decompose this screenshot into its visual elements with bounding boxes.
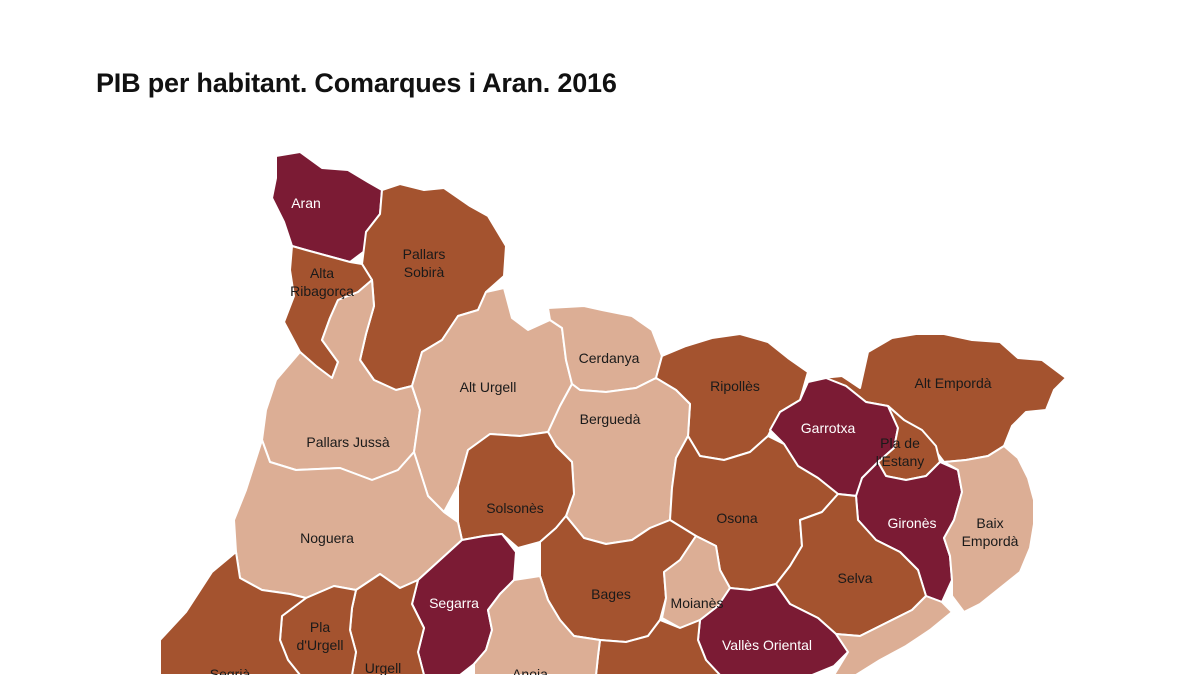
region-label-noguera: Noguera bbox=[300, 530, 354, 546]
region-anoia bbox=[473, 575, 601, 675]
region-label-pallars-jussa: Pallars Jussà bbox=[306, 434, 389, 450]
region-label-aran: Aran bbox=[291, 195, 321, 211]
region-label-line: Sobirà bbox=[404, 264, 445, 280]
region-label-line: Cerdanya bbox=[579, 350, 640, 366]
region-label-cerdanya: Cerdanya bbox=[579, 350, 640, 366]
region-label-baix-emporda: Baix Empordà bbox=[962, 515, 1019, 549]
region-label-line: Noguera bbox=[300, 530, 354, 546]
region-label-line: Bages bbox=[591, 586, 631, 602]
region-label-line: Baix bbox=[976, 515, 1003, 531]
region-label-alta-ribagorca: Alta Ribagorça bbox=[290, 265, 354, 299]
region-label-line: Pallars Jussà bbox=[306, 434, 389, 450]
region-label-pla-durgell: Pla d'Urgell bbox=[296, 619, 343, 653]
region-label-bages: Bages bbox=[591, 586, 631, 602]
region-label-line: Vallès Oriental bbox=[722, 637, 812, 653]
region-label-girones: Gironès bbox=[887, 515, 936, 531]
region-baix-emporda bbox=[943, 445, 1035, 613]
region-label-solsones: Solsonès bbox=[486, 500, 544, 516]
region-label-line: Gironès bbox=[887, 515, 936, 531]
region-label-pallars-sobira: Pallars Sobirà bbox=[403, 246, 446, 280]
region-label-line: Alt Empordà bbox=[914, 375, 991, 391]
region-label-moianes: Moianès bbox=[671, 595, 724, 611]
region-label-line: l'Estany bbox=[876, 453, 925, 469]
region-maresme bbox=[833, 595, 953, 675]
region-label-alt-emporda: Alt Empordà bbox=[914, 375, 991, 391]
region-label-garrotxa: Garrotxa bbox=[801, 420, 856, 436]
region-label-pla-de-lestany: Pla de l'Estany bbox=[876, 435, 925, 469]
region-label-line: Aran bbox=[291, 195, 321, 211]
region-label-line: Pallars bbox=[403, 246, 446, 262]
region-label-line: Solsonès bbox=[486, 500, 544, 516]
map-title: PIB per habitant. Comarques i Aran. 2016 bbox=[96, 68, 617, 98]
region-segria bbox=[159, 551, 307, 675]
region-label-line: Osona bbox=[716, 510, 757, 526]
region-label-segarra: Segarra bbox=[429, 595, 479, 611]
region-label-valles-oriental: Vallès Oriental bbox=[722, 637, 812, 653]
region-label-line: Pla de bbox=[880, 435, 920, 451]
region-label-line: d'Urgell bbox=[296, 637, 343, 653]
region-label-line: Moianès bbox=[671, 595, 724, 611]
region-label-line: Pla bbox=[310, 619, 330, 635]
region-label-line: Segarra bbox=[429, 595, 479, 611]
region-label-line: Selva bbox=[837, 570, 872, 586]
region-label-line: Urgell bbox=[365, 660, 402, 675]
region-label-line: Garrotxa bbox=[801, 420, 856, 436]
region-label-line: Anoia bbox=[512, 666, 548, 675]
region-label-line: Empordà bbox=[962, 533, 1019, 549]
region-label-osona: Osona bbox=[716, 510, 757, 526]
region-label-line: Berguedà bbox=[580, 411, 641, 427]
region-label-anoia: Anoia bbox=[512, 666, 548, 675]
region-label-urgell: Urgell bbox=[365, 660, 402, 675]
region-label-line: Ribagorça bbox=[290, 283, 354, 299]
region-label-ripolles: Ripollès bbox=[710, 378, 760, 394]
region-label-line: Alt Urgell bbox=[460, 379, 517, 395]
region-label-line: Ripollès bbox=[710, 378, 760, 394]
region-label-selva: Selva bbox=[837, 570, 872, 586]
region-label-line: Segrià bbox=[210, 666, 251, 675]
region-label-line: Alta bbox=[310, 265, 334, 281]
region-label-segria: Segrià bbox=[210, 666, 251, 675]
region-label-bergueda: Berguedà bbox=[580, 411, 641, 427]
region-label-alt-urgell: Alt Urgell bbox=[460, 379, 517, 395]
